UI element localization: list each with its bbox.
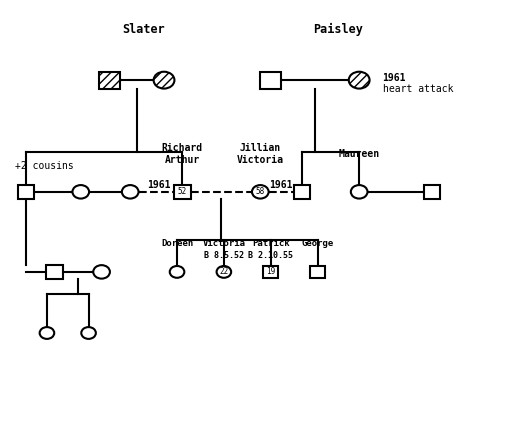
Bar (310, 266, 325, 278)
Text: B 8.5.52: B 8.5.52 (204, 251, 244, 260)
Text: 22: 22 (219, 267, 228, 276)
Text: Richard
Arthur: Richard Arthur (161, 143, 203, 165)
Bar (260, 72, 281, 89)
Text: Victoria: Victoria (202, 239, 245, 248)
Circle shape (122, 185, 139, 199)
Bar (174, 185, 191, 199)
Text: Paisley: Paisley (313, 23, 363, 36)
Bar (294, 185, 310, 199)
Text: George: George (302, 239, 333, 248)
Circle shape (72, 185, 89, 199)
Text: Jillian
Victoria: Jillian Victoria (237, 143, 284, 165)
Text: 1961: 1961 (147, 180, 170, 190)
Circle shape (217, 266, 231, 278)
Bar (46, 265, 63, 279)
Circle shape (153, 72, 174, 89)
Circle shape (40, 327, 54, 339)
Text: Patrick: Patrick (252, 239, 289, 248)
Text: 58: 58 (255, 187, 265, 197)
Circle shape (93, 265, 110, 279)
Circle shape (349, 72, 370, 89)
Circle shape (170, 266, 184, 278)
Bar (18, 185, 35, 199)
Text: 1961: 1961 (382, 73, 406, 83)
Text: B 2.10.55: B 2.10.55 (248, 251, 293, 260)
Circle shape (351, 185, 367, 199)
Text: Maureen: Maureen (339, 149, 380, 159)
Circle shape (81, 327, 96, 339)
Text: +2 cousins: +2 cousins (15, 161, 74, 171)
Bar (99, 72, 120, 89)
Text: heart attack: heart attack (382, 83, 453, 94)
Bar (424, 185, 440, 199)
Text: 52: 52 (177, 187, 187, 197)
Text: 19: 19 (266, 267, 276, 276)
Text: Slater: Slater (122, 23, 165, 36)
Text: Doreen: Doreen (161, 239, 193, 248)
Bar (263, 266, 278, 278)
Circle shape (252, 185, 269, 199)
Text: 1961: 1961 (269, 180, 293, 190)
